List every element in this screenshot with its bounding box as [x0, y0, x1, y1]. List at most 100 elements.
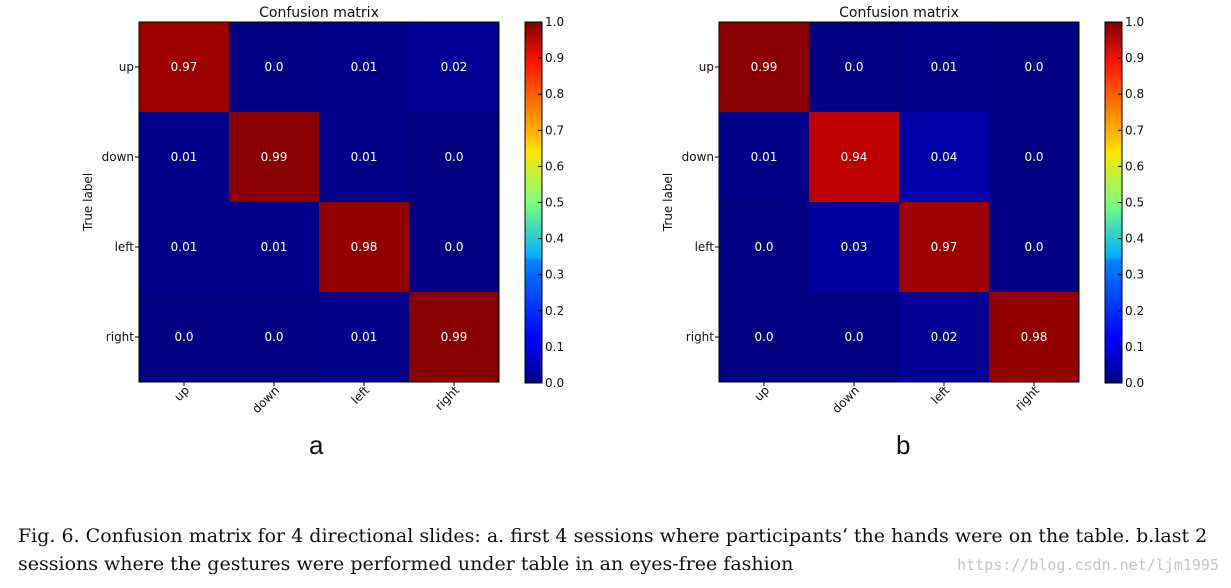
panel-a-cell-label: 0.98 — [351, 240, 378, 254]
panel-a-cell-down-down — [229, 112, 319, 202]
panel-b-cell-right-down — [809, 292, 899, 382]
panel-a-colorbar-tick-label: 0.9 — [545, 51, 564, 65]
panel-a-cell-down-right — [409, 112, 499, 202]
panel-b-colorbar-tick-label: 0.2 — [1125, 304, 1144, 318]
panel-b-cell-label: 0.0 — [844, 60, 863, 74]
panel-b-cell-right-right — [989, 292, 1079, 382]
panel-label-b: b — [896, 430, 911, 460]
panel-a-y-tick-label: up — [119, 60, 134, 74]
panel-b-cell-down-left — [899, 112, 989, 202]
panel-b-cell-left-down — [809, 202, 899, 292]
panel-b-colorbar-tick-label: 0.8 — [1125, 87, 1144, 101]
panel-a-cell-down-up — [139, 112, 229, 202]
panel-a-cell-label: 0.99 — [441, 330, 468, 344]
panel-b-cell-left-left — [899, 202, 989, 292]
panel-b-cell-label: 0.01 — [931, 60, 958, 74]
panel-b-colorbar-tick-label: 0.0 — [1125, 376, 1144, 390]
panel-a-colorbar-tick-label: 0.5 — [545, 196, 564, 210]
panel-a-colorbar-tick-label: 0.8 — [545, 87, 564, 101]
panel-a-title: Confusion matrix — [259, 5, 379, 21]
panel-a-cell-right-right — [409, 292, 499, 382]
panel-a-y-axis-label: True label — [81, 173, 95, 232]
panel-b-cell-label: 0.01 — [751, 150, 778, 164]
panel-b-cell-up-down — [809, 22, 899, 112]
panel-b-y-tick-label: right — [686, 330, 714, 344]
figure: 0.97 0.0 0.01 0.02 0.01 0.99 0.01 0.0 0.01 0.01 0.… — [81, 5, 1144, 460]
panel-a-colorbar-tick-label: 0.2 — [545, 304, 564, 318]
panel-b-colorbar-tick-label: 0.1 — [1125, 340, 1144, 354]
panel-a-cell-up-up — [139, 22, 229, 112]
panel-a-colorbar-tick-label: 1.0 — [545, 15, 564, 29]
panel-a-cell-up-down — [229, 22, 319, 112]
panel-a-cell-left-down — [229, 202, 319, 292]
panel-b-cell-label: 0.0 — [1024, 60, 1043, 74]
panel-a-cell-right-left — [319, 292, 409, 382]
panel-b-colorbar-tick-label: 0.6 — [1125, 159, 1144, 173]
panel-a-cell-label: 0.0 — [264, 60, 283, 74]
panel-a-cell-label: 0.0 — [264, 330, 283, 344]
panel-a-cell-left-right — [409, 202, 499, 292]
panel-a-cell-right-up — [139, 292, 229, 382]
panel-b-cell-down-right — [989, 112, 1079, 202]
panel-b-cell-label: 0.99 — [751, 60, 778, 74]
figure-caption: Fig. 6. Confusion matrix for 4 direction… — [18, 525, 1208, 575]
panel-b-colorbar-tick-label: 0.4 — [1125, 232, 1144, 246]
panel-b-x-tick-label: down — [829, 383, 862, 416]
panel-b-cell-label: 0.0 — [754, 330, 773, 344]
panel-a-cell-label: 0.99 — [261, 150, 288, 164]
panel-label-a: a — [309, 430, 324, 460]
panel-a-cell-up-right — [409, 22, 499, 112]
panel-b-cell-label: 0.0 — [1024, 150, 1043, 164]
panel-a-cell-label: 0.01 — [261, 240, 288, 254]
panel-b-colorbar-tick-label: 0.9 — [1125, 51, 1144, 65]
panel-a-cell-label: 0.01 — [171, 240, 198, 254]
confusion-matrix-figure: 0.97 0.0 0.01 0.02 0.01 0.99 0.01 0.0 0.01 0.01 0.… — [81, 5, 1144, 416]
panel-a-x-tick-label: down — [249, 383, 282, 416]
panel-a-cell-label: 0.01 — [351, 60, 378, 74]
panel-b-cell-label: 0.98 — [1021, 330, 1048, 344]
panel-b-cell-label: 0.0 — [1024, 240, 1043, 254]
panel-b-cell-label: 0.04 — [931, 150, 958, 164]
panel-b-x-tick-label: right — [1012, 383, 1042, 413]
panel-a-cell-down-left — [319, 112, 409, 202]
panel-a-cell-up-left — [319, 22, 409, 112]
panel-b-cell-right-up — [719, 292, 809, 382]
panel-b-cell-label: 0.0 — [844, 330, 863, 344]
panel-a-y-tick-label: down — [102, 150, 134, 164]
panel-b-cell-up-right — [989, 22, 1079, 112]
panel-b-cell-left-right — [989, 202, 1079, 292]
panel-b-colorbar-tick-label: 0.7 — [1125, 123, 1144, 137]
panel-b-cell-label: 0.94 — [841, 150, 868, 164]
panel-a-cell-label: 0.02 — [441, 60, 468, 74]
panel-b-y-tick-label: down — [682, 150, 714, 164]
panel-b-cell-down-down — [809, 112, 899, 202]
panel-b-cell-label: 0.03 — [841, 240, 868, 254]
panel-b-colorbar-tick-label: 0.3 — [1125, 268, 1144, 282]
panel-b-cell-left-up — [719, 202, 809, 292]
panel-b-cell-up-left — [899, 22, 989, 112]
panel-b-cell-down-up — [719, 112, 809, 202]
panel-b-x-tick-label: left — [928, 383, 952, 407]
panel-b-y-axis-label: True label — [661, 173, 675, 232]
panel-b-cell-label: 0.0 — [754, 240, 773, 254]
panel-a-y-tick-label: left — [115, 240, 135, 254]
panel-a-cell-label: 0.97 — [171, 60, 198, 74]
panel-b-y-tick-label: left — [695, 240, 715, 254]
panel-a-cell-label: 0.01 — [351, 150, 378, 164]
panel-a-cell-left-left — [319, 202, 409, 292]
panel-a-colorbar-tick-label: 0.6 — [545, 159, 564, 173]
panel-a-x-tick-label: up — [171, 383, 192, 404]
panel-b-cell-label: 0.02 — [931, 330, 958, 344]
panel-a-y-tick-label: right — [106, 330, 134, 344]
panel-a-colorbar-tick-label: 0.1 — [545, 340, 564, 354]
panel-a-cell-label: 0.01 — [171, 150, 198, 164]
panel-a-cell-label: 0.0 — [444, 240, 463, 254]
panel-a-matrix-frame — [138, 21, 500, 383]
panel-a-cell-left-up — [139, 202, 229, 292]
panel-b-matrix-frame — [718, 21, 1080, 383]
panel-a-colorbar-tick-label: 0.4 — [545, 232, 564, 246]
panel-b-title: Confusion matrix — [839, 5, 959, 21]
panel-a-cell-label: 0.01 — [351, 330, 378, 344]
panel-a-x-tick-label: right — [432, 383, 462, 413]
panel-a-cell-label: 0.0 — [174, 330, 193, 344]
